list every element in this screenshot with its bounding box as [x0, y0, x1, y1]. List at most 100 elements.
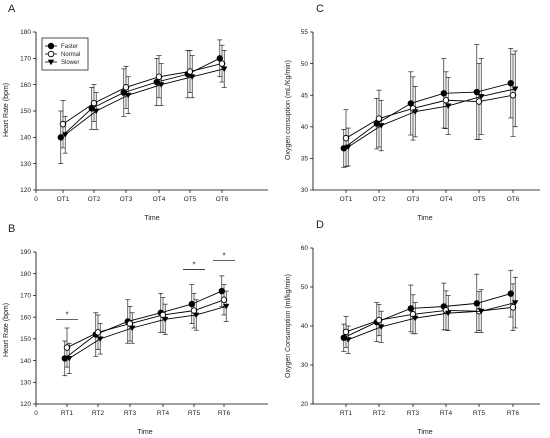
panel-b-data-point [193, 312, 200, 319]
panel-c-data-point [473, 88, 480, 96]
panel-d-data-point [512, 300, 519, 306]
panel-a-x-tick-label: OT6 [216, 196, 229, 203]
panel-c-series-line [347, 88, 516, 148]
panel-c-series-line [345, 94, 514, 139]
panel-a-data-point [90, 99, 98, 107]
panel-b-y-tick-label: 120 [20, 401, 31, 408]
panel-a-x-title: Time [144, 215, 159, 222]
panel-a-y-tick-label: 160 [20, 82, 31, 89]
panel-a-y-tick-label: 140 [20, 135, 31, 142]
panel-a-y-tick-label: 180 [20, 29, 31, 36]
panel-d-x-tick-label: RT4 [440, 410, 453, 417]
panel-b: B 120 130 140 150 160 170 180 190 0 RT1 RT2 RT3 RT4 RT… [3, 223, 268, 436]
panel-d-data-point [478, 308, 485, 315]
panel-d-data-point [407, 305, 414, 312]
panel-c-y-tick-label: 40 [301, 124, 309, 131]
panel-b-series-line [64, 290, 222, 359]
panel-a-y-tick-label: 130 [20, 161, 31, 168]
panel-b-series-normal [63, 284, 228, 368]
panel-d-series-line [345, 306, 514, 333]
panel-d-x-tick-label: RT2 [373, 410, 386, 417]
panel-a-y-title: Heart Rate (bpm) [3, 83, 10, 137]
panel-b-x-title: Time [137, 429, 152, 436]
panel-b-data-point [223, 303, 230, 310]
panel-d-y-tick-label: 20 [301, 401, 309, 408]
legend-marker [47, 50, 55, 58]
panel-d-label: D [316, 219, 324, 231]
legend-entry-faster: Faster [61, 44, 78, 50]
panel-c-x-tick-label: OT1 [340, 196, 353, 203]
panel-a-data-point [57, 134, 64, 141]
panel-a-x-tick-label: OT2 [88, 196, 101, 203]
panel-b-significance-mark: * [192, 260, 195, 269]
panel-a-x-tick-label: 0 [34, 196, 38, 203]
panel-b-series-line [68, 305, 227, 359]
panel-a-series-normal [59, 44, 226, 149]
panel-c-data-point [507, 79, 514, 87]
panel-c-label: C [316, 3, 324, 15]
panel-d-series-slower [345, 276, 519, 354]
panel-d-data-point [509, 304, 517, 311]
panel-c-x-tick-label: OT5 [473, 196, 486, 203]
panel-d-data-point [345, 337, 352, 343]
panel-b-significance-mark: * [222, 252, 225, 261]
panel-a-data-point [186, 68, 194, 75]
panel-c-data-point [440, 90, 447, 97]
panel-c-data-point [442, 97, 450, 104]
panel-a-data-point [189, 74, 196, 80]
panel-a-x-tick-label: OT3 [120, 196, 133, 203]
panel-a-label: A [8, 3, 16, 15]
panel-d-series-faster [340, 269, 514, 352]
panel-d-x-title: Time [417, 429, 432, 436]
panel-a-data-point [59, 120, 67, 128]
legend-entry-slower: Slower [61, 60, 79, 66]
panel-c-y-tick-label: 45 [301, 92, 309, 99]
panel-a-data-point [122, 84, 130, 91]
panel-a-y-tick-label: 120 [20, 187, 31, 194]
panel-c-y-tick-label: 35 [301, 156, 309, 163]
panel-b-x-tick-label: RT2 [92, 410, 105, 417]
panel-a-data-point [88, 105, 95, 112]
panel-d-data-point [378, 324, 385, 330]
panel-b-y-tick-label: 190 [20, 249, 31, 256]
panel-c-x-tick-label: OT2 [373, 196, 386, 203]
panel-c-y-tick-label: 30 [301, 187, 309, 194]
panel-c-x-tick-label: OT6 [507, 196, 520, 203]
panel-a-x-tick-label: OT5 [184, 196, 197, 203]
panel-a-series-slower [62, 50, 228, 154]
panel-d-x-tick-label: RT1 [340, 410, 353, 417]
panel-b-y-tick-label: 140 [20, 358, 31, 365]
panel-c-series-normal [342, 53, 517, 167]
panel-d-y-title: Oxygen Consumption (ml/kg/min) [285, 274, 292, 378]
panel-d-x-tick-label: RT3 [407, 410, 420, 417]
panel-b-x-tick-label: RT3 [124, 410, 137, 417]
panel-d-series-line [343, 293, 511, 339]
panel-d: D 20 30 40 50 60 RT1 RT2 RT3 RT4 RT5 RT6 Time Oxygen … [285, 219, 540, 436]
panel-a-data-point [218, 60, 226, 67]
panel-c-series-line [343, 82, 511, 149]
legend-entry-normal: Normal [61, 52, 80, 58]
panel-a-data-point [155, 73, 163, 81]
panel-a-legend: Faster Normal Slower [41, 37, 89, 71]
panel-b-y-tick-label: 180 [20, 271, 31, 278]
panel-c-data-point [512, 86, 519, 93]
panel-d-data-point [507, 290, 514, 297]
panel-c-y-title: Oxygen consuption (mL/Kg/min) [285, 60, 292, 160]
panel-b-x-tick-label: RT5 [188, 410, 201, 417]
panel-c-x-tick-label: OT4 [440, 196, 453, 203]
panel-b-x-tick-label: RT6 [218, 410, 231, 417]
panel-c-data-point [478, 94, 485, 100]
panel-a-series-line [64, 68, 225, 136]
panel-c-data-point [375, 115, 383, 122]
panel-b-label: B [8, 223, 15, 235]
panel-d-data-point [473, 300, 480, 307]
panel-d-y-tick-label: 50 [301, 284, 309, 291]
panel-a-data-point [125, 92, 132, 99]
panel-c-data-point [378, 123, 385, 129]
panel-c-x-title: Time [417, 215, 432, 222]
panel-b-data-point [94, 329, 102, 336]
panel-d-data-point [445, 310, 452, 317]
panel-d-x-tick-label: RT6 [507, 410, 520, 417]
panel-c-data-point [509, 91, 517, 99]
